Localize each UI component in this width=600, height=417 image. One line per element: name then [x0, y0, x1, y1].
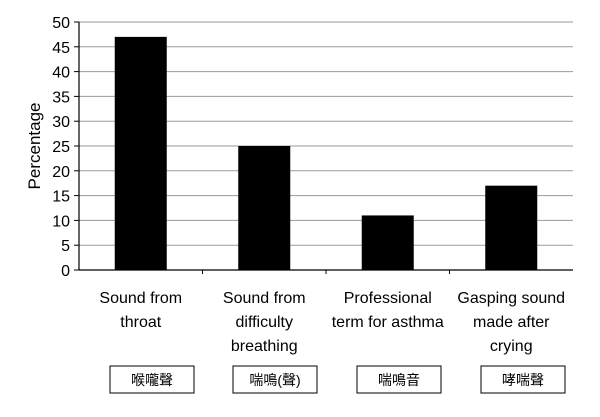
y-tick-label: 5 — [61, 238, 70, 255]
category-label-line: throat — [120, 314, 161, 331]
category-label: Sound from throat — [99, 290, 182, 331]
y-tick-label: 35 — [52, 89, 70, 106]
bar — [114, 36, 167, 270]
category-label: Sound from difficulty breathing — [223, 290, 306, 355]
category-label-line: Gasping sound — [457, 290, 565, 307]
y-tick-label: 0 — [61, 263, 70, 280]
category-label-line: crying — [490, 338, 533, 355]
y-tick-label: 10 — [52, 213, 70, 230]
annotation-box — [109, 365, 195, 394]
annotation-label: 喘鳴(聲) — [249, 372, 300, 388]
category-label-line: Sound from — [99, 290, 182, 307]
bar — [485, 185, 538, 270]
y-tick-label: 25 — [52, 139, 70, 156]
category-label-line: Sound from — [223, 290, 306, 307]
category-labels: Sound from throat Sound from difficulty brea… — [99, 290, 565, 355]
category-label-line: made after — [473, 314, 550, 331]
category-label-line: breathing — [231, 338, 298, 355]
bars — [114, 36, 538, 270]
bar — [361, 215, 414, 270]
y-tick-label: 50 — [52, 15, 70, 32]
annotation-label: 喘鳴音 — [378, 372, 420, 388]
annotation-label: 哮喘聲 — [502, 372, 544, 388]
category-label-line: term for asthma — [332, 314, 444, 331]
y-tick-label: 30 — [52, 114, 70, 131]
annotation-box — [232, 365, 318, 394]
annotation-box — [356, 365, 442, 394]
y-axis-label: Percentage — [25, 103, 44, 190]
annotation-box — [480, 365, 566, 394]
annotation-label: 喉嚨聲 — [131, 372, 173, 388]
category-label: Professional term for asthma — [332, 290, 444, 331]
category-label-line: Professional — [344, 290, 432, 307]
bar — [238, 146, 291, 270]
y-tick-label: 20 — [52, 164, 70, 181]
y-tick-labels: 0 5 10 15 20 25 30 35 40 45 50 — [52, 15, 79, 280]
category-label-line: difficulty — [235, 314, 293, 331]
category-label: Gasping sound made after crying — [457, 290, 565, 355]
y-tick-label: 45 — [52, 40, 70, 57]
category-annotation-boxes: 喉嚨聲 喘鳴(聲) 喘鳴音 哮喘聲 — [109, 365, 566, 394]
y-tick-label: 15 — [52, 189, 70, 206]
y-tick-label: 40 — [52, 65, 70, 82]
